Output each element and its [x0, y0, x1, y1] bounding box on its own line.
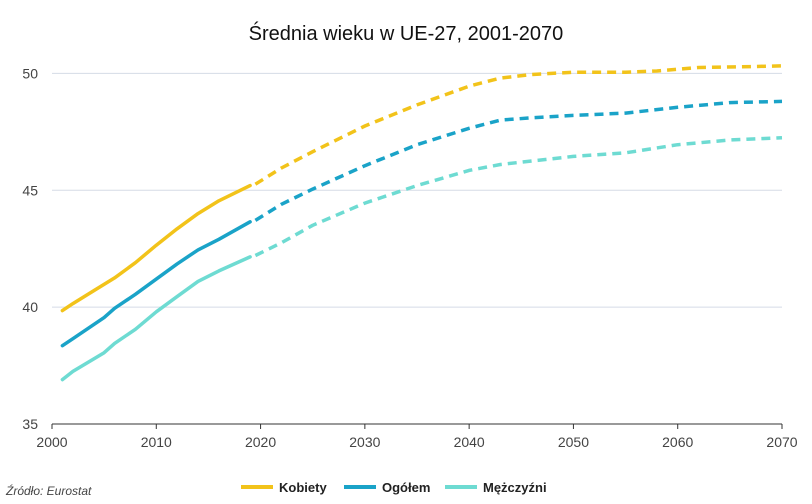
x-tick-label: 2030	[349, 434, 380, 450]
series-lines	[60, 64, 783, 382]
x-tick-label: 2020	[245, 434, 276, 450]
legend-label-0: Kobiety	[279, 480, 327, 495]
series-line-2-observed	[60, 255, 252, 382]
series-line-2-projection	[254, 135, 783, 258]
x-tick-label: 2000	[36, 434, 67, 450]
series-line-1-projection	[254, 99, 783, 222]
x-tick-label: 2010	[141, 434, 172, 450]
x-tick-label: 2070	[766, 434, 797, 450]
legend-label-1: Ogółem	[382, 480, 430, 495]
chart-title: Średnia wieku w UE-27, 2001-2070	[249, 21, 564, 45]
x-tick-label: 2040	[454, 434, 485, 450]
source-note: Źródło: Eurostat	[5, 483, 92, 498]
axes: 35 40 45 50 2000 2010 2020 2030 2040 2050 2060 2070	[22, 65, 797, 450]
y-tick-label: 50	[22, 65, 38, 81]
x-tick-label: 2060	[662, 434, 693, 450]
series-line-1-observed	[60, 220, 252, 348]
y-tick-label: 45	[22, 182, 38, 198]
series-line-0-projection	[254, 64, 783, 186]
y-tick-label: 35	[22, 416, 38, 432]
grid-lines	[52, 72, 782, 425]
series-line-0-observed	[60, 183, 252, 313]
x-tick-label: 2050	[558, 434, 589, 450]
legend-label-2: Mężczyźni	[483, 480, 547, 495]
y-tick-label: 40	[22, 299, 38, 315]
legend: Kobiety Ogółem Mężczyźni	[241, 480, 547, 495]
